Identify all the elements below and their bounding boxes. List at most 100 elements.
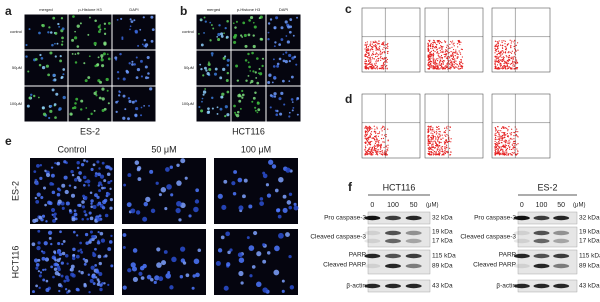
cell	[61, 206, 65, 210]
cell	[45, 172, 51, 178]
event	[507, 154, 509, 156]
event	[377, 57, 379, 60]
cell	[209, 39, 212, 42]
cell	[200, 67, 203, 71]
cell	[267, 31, 270, 34]
cell	[95, 269, 100, 274]
cell	[127, 268, 132, 273]
protein-label: Pro caspase-3	[474, 215, 516, 222]
cell	[85, 160, 89, 163]
event	[457, 46, 459, 48]
event	[366, 56, 368, 58]
event	[494, 49, 496, 52]
cell	[135, 76, 139, 80]
event	[437, 66, 439, 69]
event	[427, 64, 429, 66]
band	[385, 215, 401, 221]
cell	[53, 267, 58, 271]
event	[433, 58, 435, 60]
event	[432, 127, 434, 129]
event	[372, 51, 374, 53]
blot	[367, 249, 431, 275]
cell	[42, 268, 45, 272]
event	[384, 134, 386, 136]
event	[441, 67, 443, 69]
cell	[194, 199, 200, 204]
cell	[76, 161, 80, 165]
event	[508, 153, 510, 155]
event	[513, 65, 515, 67]
cell	[34, 196, 38, 200]
event	[458, 41, 461, 43]
cell	[282, 194, 287, 199]
cell	[83, 282, 87, 286]
event	[495, 128, 497, 130]
event	[428, 150, 430, 152]
cell	[244, 44, 248, 48]
cell	[52, 79, 55, 82]
cell	[249, 15, 254, 20]
event	[431, 144, 433, 146]
event	[431, 137, 433, 139]
event	[367, 136, 369, 138]
event	[435, 151, 437, 153]
event	[502, 66, 504, 68]
cell	[76, 166, 80, 170]
cell	[238, 270, 244, 277]
event	[448, 63, 451, 65]
event	[507, 142, 509, 145]
cell	[220, 32, 224, 36]
event	[442, 62, 444, 64]
cell	[150, 39, 154, 43]
event	[380, 138, 383, 140]
cell	[280, 26, 284, 30]
cell	[98, 189, 102, 193]
event	[428, 48, 430, 51]
event	[494, 52, 496, 54]
event	[379, 49, 381, 51]
cell	[49, 109, 53, 113]
event	[373, 125, 375, 127]
cell	[101, 87, 105, 91]
event	[453, 45, 455, 47]
event	[379, 150, 381, 153]
cell	[74, 61, 78, 64]
event	[378, 49, 380, 51]
event	[427, 47, 429, 50]
event	[494, 140, 496, 142]
event	[442, 51, 444, 54]
protein-label: Cleaved caspase-3	[310, 234, 366, 241]
cell	[98, 167, 101, 170]
event	[437, 135, 439, 137]
event	[366, 127, 368, 129]
cell	[54, 55, 57, 58]
cell	[61, 183, 66, 188]
event	[512, 60, 514, 62]
event	[459, 68, 461, 70]
cell	[109, 179, 113, 183]
cell	[161, 260, 167, 266]
cell	[121, 37, 124, 40]
cell	[33, 170, 37, 174]
cell	[241, 89, 244, 93]
event	[368, 53, 370, 55]
event	[438, 141, 440, 143]
event	[454, 60, 456, 62]
event	[515, 63, 517, 65]
event	[369, 43, 371, 45]
cell	[130, 262, 136, 268]
event	[374, 46, 377, 48]
cell	[62, 68, 66, 71]
cell	[42, 112, 47, 116]
event	[428, 39, 430, 42]
cell	[165, 167, 170, 172]
cell	[81, 205, 85, 209]
event	[435, 133, 437, 135]
event	[459, 64, 461, 66]
event	[502, 57, 505, 60]
event	[380, 147, 382, 149]
event	[368, 57, 370, 59]
event	[427, 130, 429, 133]
event	[442, 153, 444, 155]
event	[375, 153, 377, 156]
